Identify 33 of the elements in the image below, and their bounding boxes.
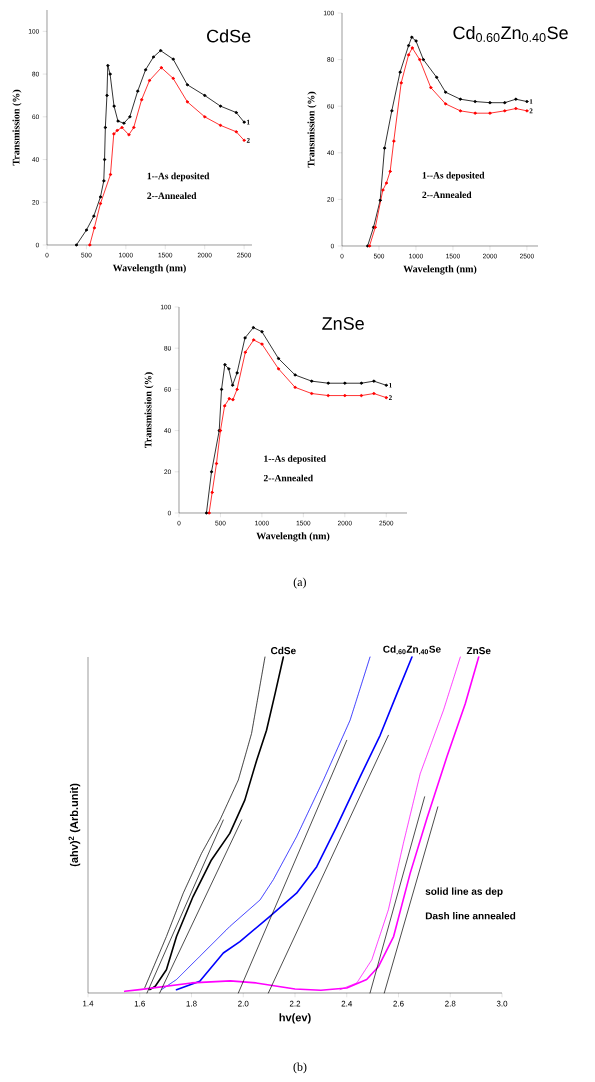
annotation: 1--As deposited [147, 172, 210, 182]
x-tick-label: 2.4 [341, 1000, 353, 1007]
x-tick-label: 2.6 [393, 1000, 404, 1007]
y-axis-title: Transmission (%) [144, 372, 154, 448]
x-tick-label: 2.8 [445, 1000, 456, 1007]
x-tick-label: 3.0 [496, 1000, 508, 1007]
y-axis-title: Transmission (%) [307, 91, 317, 168]
x-axis-title: Wavelength (nm) [112, 264, 186, 274]
series-label: CdSe [270, 646, 296, 655]
x-tick-label: 2.0 [238, 1000, 249, 1007]
x-axis-title: hv(ev) [279, 1013, 311, 1024]
annotation: Dash line annealed [425, 912, 516, 920]
series-label: ZnSe [466, 647, 491, 655]
text: (a) [293, 577, 306, 589]
text: Cd$_{0.60}$Zn$_{0.40}$Se [453, 25, 568, 42]
annotation: 1--As deposited [422, 171, 485, 181]
x-tick-label: 1.6 [134, 1000, 145, 1007]
annotation: 1--As deposited [264, 455, 326, 464]
x-axis-title: Wavelength (nm) [256, 532, 330, 542]
x-tick-label: 1.8 [186, 1000, 197, 1007]
annotation: 2--Annealed [263, 474, 313, 482]
y-axis-title: (ahv)$^{2}$ (Arb.unit) [68, 783, 81, 867]
text: (b) [293, 1062, 307, 1074]
x-tick-label: 1.4 [83, 1000, 94, 1007]
text: CdSe [207, 29, 251, 43]
annotation: 2--Annealed [422, 191, 472, 199]
x-tick-label: 2.2 [289, 1000, 301, 1007]
annotation: solid line as dep [425, 887, 503, 897]
annotation: 2--Annealed [147, 192, 197, 199]
y-axis-title: Transmission (%) [12, 89, 22, 166]
x-axis-title: Wavelength (nm) [403, 265, 477, 275]
chart-title: ZnSe [322, 317, 364, 330]
series-label: Cd$_{.60}$Zn$_{.40}$Se [383, 645, 441, 655]
